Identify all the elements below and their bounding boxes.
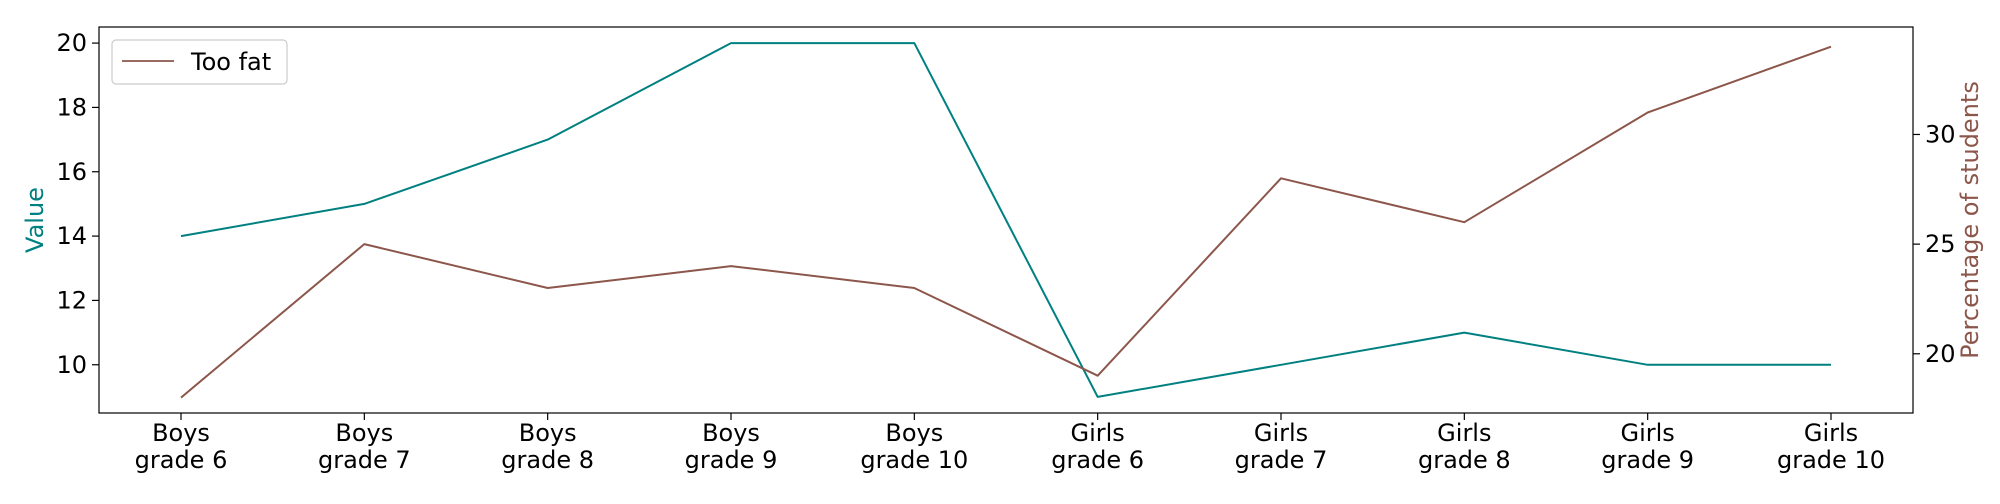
left-y-tick-label: 14	[56, 222, 87, 250]
series-line-left-axis	[180, 42, 1831, 398]
plot-marks	[180, 42, 1832, 399]
left-y-axis: 10 12 14 16 18 20	[56, 29, 99, 379]
x-tick-label: Boys grade 10	[860, 419, 968, 474]
left-y-tick-label: 16	[56, 158, 87, 186]
left-y-tick-label: 18	[56, 93, 87, 121]
plot-frame	[98, 26, 1914, 414]
legend: Too fat	[111, 39, 288, 85]
x-tick-label: Boys grade 9	[685, 419, 778, 474]
x-tick-label: Boys grade 7	[318, 419, 411, 474]
left-axis-label: Value	[21, 187, 49, 253]
right-y-tick-label: 20	[1925, 340, 1956, 368]
right-y-tick-label: 30	[1925, 120, 1956, 148]
left-y-tick-label: 10	[56, 351, 87, 379]
right-y-axis: 20 25 30	[1913, 120, 1956, 368]
x-tick-label: Boys grade 6	[135, 419, 228, 474]
legend-label-too-fat: Too fat	[190, 48, 271, 76]
series-line-too-fat	[180, 45, 1832, 399]
left-y-tick-label: 12	[56, 286, 87, 314]
right-y-tick-label: 25	[1925, 230, 1956, 258]
x-tick-label: Girls grade 8	[1418, 419, 1511, 474]
x-tick-label: Girls grade 9	[1601, 419, 1694, 474]
legend-box	[111, 39, 288, 85]
x-tick-label: Girls grade 6	[1051, 419, 1144, 474]
x-axis: Boys grade 6 Boys grade 7 Boys grade 8 Boys gra…	[135, 413, 1885, 474]
x-tick-label: Girls grade 7	[1235, 419, 1328, 474]
left-y-tick-label: 20	[56, 29, 87, 57]
x-tick-label: Boys grade 8	[501, 419, 594, 474]
x-tick-label: Girls grade 10	[1777, 419, 1885, 474]
right-axis-label: Percentage of students	[1956, 81, 1984, 359]
